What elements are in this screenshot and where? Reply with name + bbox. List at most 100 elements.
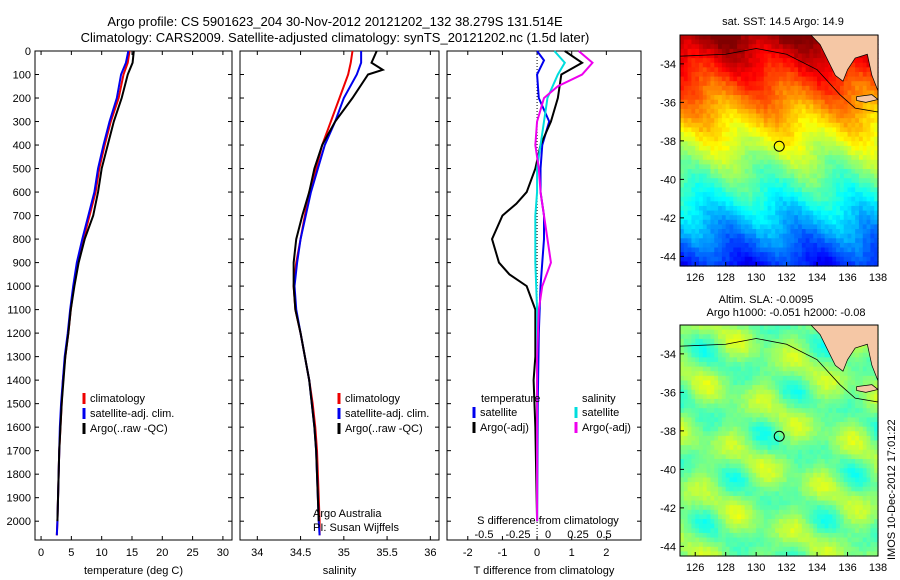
map-cell (680, 463, 685, 469)
y-tick-label: 1100 (7, 305, 31, 317)
map-cell (775, 44, 780, 50)
map-cell (820, 385, 826, 391)
map-cell (786, 398, 792, 405)
map-cell (683, 394, 689, 400)
map-cell (706, 122, 712, 128)
map-cell (695, 201, 700, 207)
map-cell (858, 145, 864, 152)
map-cell (740, 127, 746, 133)
map-cell (786, 375, 792, 382)
map-cell (706, 187, 712, 193)
map-cell (790, 118, 795, 124)
map-cell (691, 532, 696, 539)
map-cell (721, 150, 727, 156)
map-cell (740, 256, 746, 262)
map-cell (737, 95, 742, 101)
map-cell (843, 219, 849, 226)
map-cell (748, 500, 753, 506)
map-cell (733, 224, 738, 230)
map-cell (805, 196, 811, 202)
map-cell (710, 366, 715, 372)
map-cell (702, 104, 708, 110)
map-cell (775, 210, 780, 216)
map-cell (786, 394, 792, 400)
map-cell (740, 192, 746, 198)
map-cell (817, 491, 822, 497)
map-cell (695, 523, 700, 529)
map-cell (843, 182, 849, 189)
map-cell (763, 150, 769, 156)
map-cell (794, 357, 799, 363)
map-cell (817, 224, 822, 230)
map-cell (874, 104, 879, 110)
map-cell (729, 366, 734, 372)
map-cell (775, 334, 780, 340)
map-cell (710, 196, 715, 202)
map-cell (798, 113, 803, 119)
map-cell (714, 325, 719, 331)
map-cell (714, 247, 719, 253)
map-cell (763, 454, 769, 460)
map-cell (824, 454, 830, 460)
map-cell (809, 210, 814, 216)
map-cell (729, 233, 734, 239)
map-cell (782, 375, 788, 382)
map-cell (748, 435, 753, 442)
map-cell (729, 417, 734, 423)
map-cell (870, 261, 875, 267)
map-cell (809, 366, 814, 372)
map-cell (820, 343, 826, 349)
map-cell (752, 514, 757, 520)
map-cell (828, 256, 833, 262)
map-cell (759, 150, 765, 156)
map-cell (817, 375, 822, 382)
map-cell (729, 352, 734, 358)
map-cell (733, 505, 738, 511)
map-cell (828, 514, 833, 520)
map-cell (744, 343, 750, 349)
map-cell (820, 219, 826, 226)
map-cell (710, 458, 715, 465)
map-cell (756, 71, 761, 78)
map-cell (725, 352, 731, 358)
top-tick-label: 0.25 (567, 529, 588, 541)
map-cell (851, 132, 856, 138)
map-cell (813, 90, 818, 96)
map-cell (794, 155, 799, 161)
map-cell (862, 215, 868, 221)
map-cell (752, 532, 757, 539)
map-cell (874, 187, 879, 193)
map-cell (729, 150, 734, 156)
map-cell (874, 238, 879, 244)
map-cell (813, 417, 818, 423)
map-cell (813, 108, 818, 115)
map-cell (786, 201, 792, 207)
map-cell (759, 261, 765, 267)
map-cell (813, 408, 818, 414)
map-cell (721, 62, 727, 68)
map-cell (680, 422, 685, 428)
map-cell (794, 261, 799, 267)
map-cell (813, 99, 818, 105)
map-cell (737, 238, 742, 244)
map-cell (714, 472, 719, 479)
map-cell (836, 76, 841, 82)
map-cell (699, 440, 704, 446)
map-cell (748, 523, 753, 529)
map-cell (748, 99, 753, 105)
map-cell (813, 150, 818, 156)
map-cell (779, 62, 784, 68)
map-cell (813, 440, 818, 446)
map-cell (767, 48, 772, 55)
map-cell (782, 95, 788, 101)
map-cell (702, 127, 708, 133)
map-cell (874, 210, 879, 216)
map-cell (729, 329, 734, 335)
map-cell (870, 155, 875, 161)
map-cell (767, 449, 772, 455)
map-cell (782, 261, 788, 267)
map-cell (782, 440, 788, 446)
map-cell (740, 187, 746, 193)
map-cell (858, 127, 864, 133)
map-cell (710, 118, 715, 124)
